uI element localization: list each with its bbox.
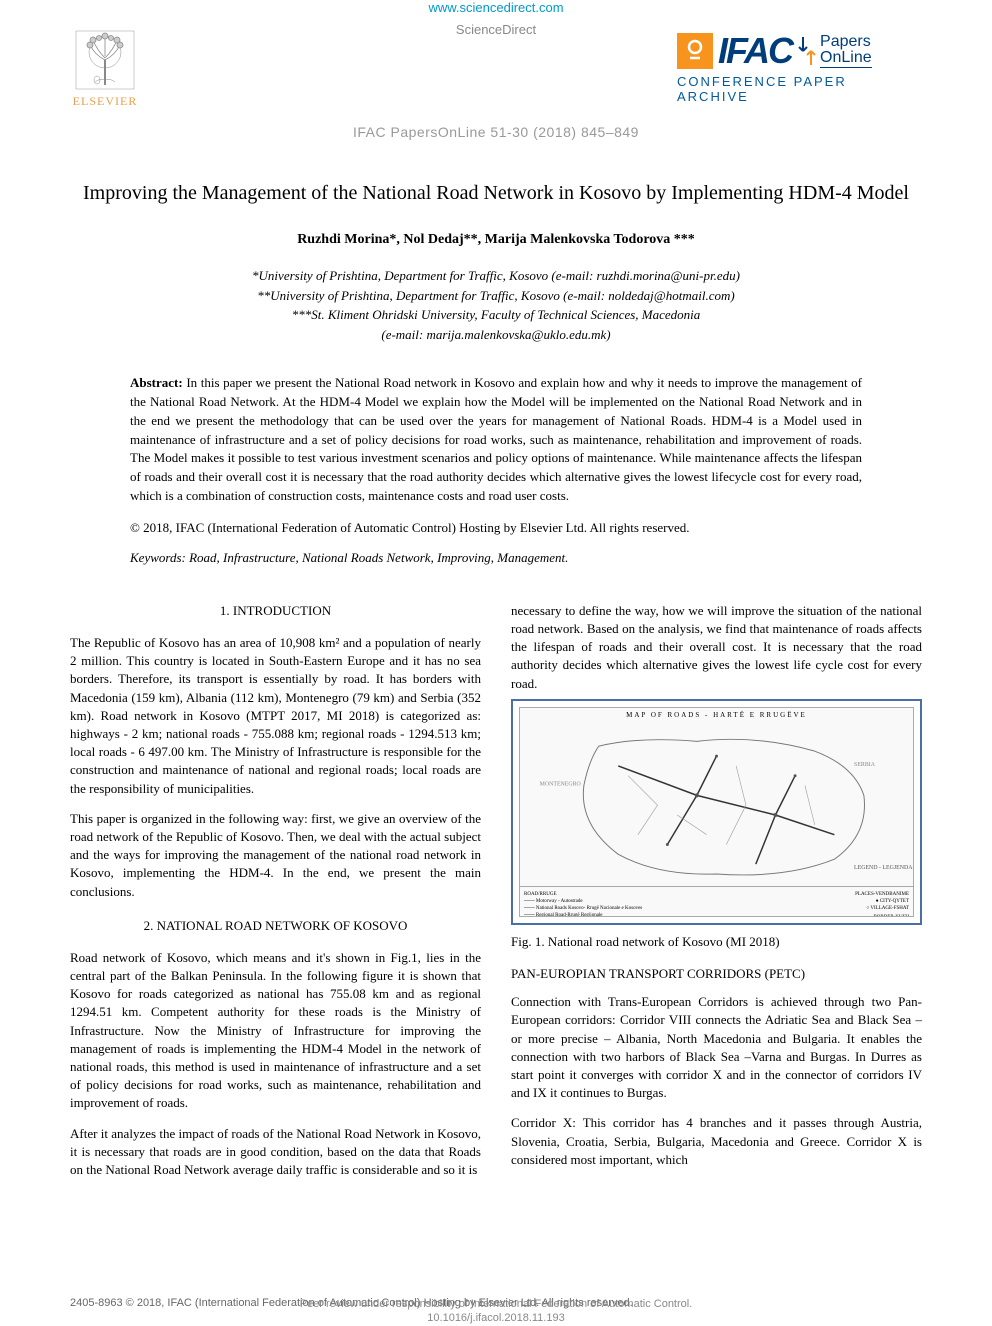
column-left: 1. INTRODUCTION The Republic of Kosovo h… bbox=[70, 602, 481, 1179]
elsevier-logo: ELSEVIER bbox=[70, 30, 140, 120]
section-1-heading: 1. INTRODUCTION bbox=[70, 602, 481, 620]
two-column-body: 1. INTRODUCTION The Republic of Kosovo h… bbox=[70, 602, 922, 1179]
column-right: necessary to define the way, how we will… bbox=[511, 602, 922, 1179]
abstract-text: In this paper we present the National Ro… bbox=[130, 375, 862, 503]
ifac-subtitle: CONFERENCE PAPER ARCHIVE bbox=[677, 74, 922, 104]
svg-text:LEGEND - LEGJENDA: LEGEND - LEGJENDA bbox=[854, 865, 913, 871]
figure-1-caption: Fig. 1. National road network of Kosovo … bbox=[511, 933, 922, 951]
footer-center-2: 10.1016/j.ifacol.2018.11.193 bbox=[300, 1311, 693, 1325]
right-p3: Corridor X: This corridor has 4 branches… bbox=[511, 1114, 922, 1169]
section-2-heading: 2. NATIONAL ROAD NETWORK OF KOSOVO bbox=[70, 917, 481, 935]
petc-subheading: PAN-EUROPIAN TRANSPORT CORRIDORS (PETC) bbox=[511, 965, 922, 983]
ifac-arrow-icon bbox=[797, 33, 817, 69]
figure-legend-strip: ROAD/RRUGE ─── Motorway - Autostrade ───… bbox=[520, 886, 913, 917]
elsevier-text: ELSEVIER bbox=[73, 94, 138, 109]
page-footer: 2405-8963 © 2018, IFAC (International Fe… bbox=[70, 1297, 922, 1309]
affiliation-3-email: (e-mail: marija.malenkovska@uklo.edu.mk) bbox=[70, 325, 922, 345]
left-p1: The Republic of Kosovo has an area of 10… bbox=[70, 634, 481, 798]
page-header: www.sciencedirect.com ScienceDirect bbox=[70, 0, 922, 120]
ifac-main-text: IFAC bbox=[718, 30, 792, 72]
abstract-label: Abstract: bbox=[130, 375, 183, 390]
ifac-logo: IFAC Papers OnLine CONFERENCE PAPER ARCH… bbox=[677, 30, 922, 105]
keywords-label: Keywords: bbox=[130, 550, 186, 565]
affiliation-2: **University of Prishtina, Department fo… bbox=[70, 286, 922, 306]
affiliation-3: ***St. Kliment Ohridski University, Facu… bbox=[70, 305, 922, 325]
right-p2: Connection with Trans-European Corridors… bbox=[511, 993, 922, 1102]
ifac-papers-text: Papers bbox=[820, 34, 872, 50]
affiliations-block: *University of Prishtina, Department for… bbox=[70, 266, 922, 344]
elsevier-tree-icon bbox=[75, 30, 135, 90]
left-p2: This paper is organized in the following… bbox=[70, 810, 481, 901]
ifac-square-icon bbox=[677, 33, 713, 69]
copyright-line: © 2018, IFAC (International Federation o… bbox=[70, 520, 922, 536]
authors-line: Ruzhdi Morina*, Nol Dedaj**, Marija Male… bbox=[70, 232, 922, 248]
left-p3: Road network of Kosovo, which means and … bbox=[70, 949, 481, 1113]
abstract-block: Abstract: In this paper we present the N… bbox=[70, 374, 922, 506]
right-p1: necessary to define the way, how we will… bbox=[511, 602, 922, 693]
ifac-online-text: OnLine bbox=[820, 50, 872, 68]
sciencedirect-label: ScienceDirect bbox=[456, 22, 536, 37]
keywords-line: Keywords: Road, Infrastructure, National… bbox=[70, 550, 922, 566]
svg-text:MONTENEGRO: MONTENEGRO bbox=[540, 781, 581, 787]
figure-1-title: MAP OF ROADS - HARTË E RRUGËVE bbox=[520, 708, 913, 724]
keywords-text: Road, Infrastructure, National Roads Net… bbox=[189, 550, 568, 565]
affiliation-1: *University of Prishtina, Department for… bbox=[70, 266, 922, 286]
svg-text:SERBIA: SERBIA bbox=[854, 762, 876, 768]
map-icon: LEGEND - LEGJENDA MONTENEGRO SERBIA bbox=[520, 724, 913, 886]
sciencedirect-url[interactable]: www.sciencedirect.com bbox=[428, 0, 563, 15]
figure-1: MAP OF ROADS - HARTË E RRUGËVE bbox=[511, 699, 922, 925]
left-p4: After it analyzes the impact of roads of… bbox=[70, 1125, 481, 1180]
footer-center-1: Peer review under responsibility of Inte… bbox=[300, 1297, 693, 1311]
paper-title: Improving the Management of the National… bbox=[70, 180, 922, 206]
journal-reference: IFAC PapersOnLine 51-30 (2018) 845–849 bbox=[70, 124, 922, 140]
